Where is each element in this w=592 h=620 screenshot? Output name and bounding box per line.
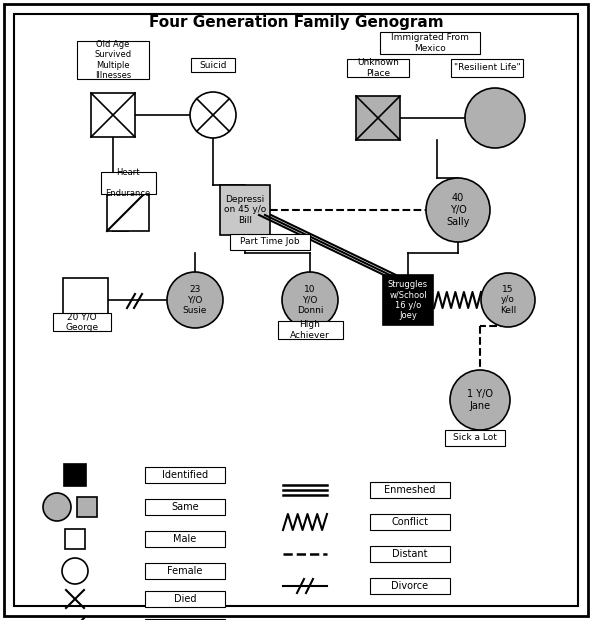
Bar <box>383 275 433 325</box>
Bar <box>370 546 450 562</box>
Circle shape <box>450 370 510 430</box>
Text: Same: Same <box>171 502 199 512</box>
Circle shape <box>465 88 525 148</box>
Bar <box>145 619 225 620</box>
Text: Four Generation Family Genogram: Four Generation Family Genogram <box>149 14 443 30</box>
Text: Divorce: Divorce <box>391 581 429 591</box>
Circle shape <box>190 92 236 138</box>
Bar <box>278 321 343 339</box>
Bar <box>77 41 149 79</box>
Text: Male: Male <box>173 534 197 544</box>
Bar <box>370 578 450 594</box>
Bar <box>64 464 86 486</box>
Text: Part Time Job: Part Time Job <box>240 237 300 247</box>
Text: Died: Died <box>173 594 197 604</box>
Text: Old Age
Survived
Multiple
Illnesses: Old Age Survived Multiple Illnesses <box>95 40 131 80</box>
Bar <box>230 234 310 250</box>
Text: Enmeshed: Enmeshed <box>384 485 436 495</box>
Bar <box>145 531 225 547</box>
Text: Female: Female <box>168 566 202 576</box>
Bar <box>107 189 149 231</box>
Bar <box>145 563 225 579</box>
Text: 23
Y/O
Susie: 23 Y/O Susie <box>183 285 207 315</box>
Bar <box>53 313 111 331</box>
Circle shape <box>426 178 490 242</box>
Circle shape <box>167 272 223 328</box>
Text: Sick a Lot: Sick a Lot <box>453 433 497 443</box>
Bar <box>445 430 505 446</box>
Text: 40
Y/O
Sally: 40 Y/O Sally <box>446 193 469 226</box>
Text: Heart

Endurance: Heart Endurance <box>105 168 150 198</box>
Text: Distant: Distant <box>392 549 428 559</box>
Text: Struggles
w/School
16 y/o
Joey: Struggles w/School 16 y/o Joey <box>388 280 428 320</box>
Bar <box>356 96 400 140</box>
Text: Depressi
on 45 y/o
Bill: Depressi on 45 y/o Bill <box>224 195 266 225</box>
Bar <box>451 59 523 77</box>
Text: 20 Y/O
George: 20 Y/O George <box>66 312 98 332</box>
Text: Suicid: Suicid <box>200 61 227 69</box>
Bar <box>77 497 97 517</box>
Text: "Resilient Life": "Resilient Life" <box>453 63 520 73</box>
Bar <box>145 499 225 515</box>
Bar <box>91 93 135 137</box>
Bar <box>145 467 225 483</box>
Text: High
Achiever: High Achiever <box>290 321 330 340</box>
Circle shape <box>282 272 338 328</box>
Bar <box>370 482 450 498</box>
Bar <box>63 278 108 322</box>
Circle shape <box>62 558 88 584</box>
Circle shape <box>481 273 535 327</box>
Text: 1 Y/O
Jane: 1 Y/O Jane <box>467 389 493 411</box>
Text: Identified: Identified <box>162 470 208 480</box>
Circle shape <box>43 493 71 521</box>
Text: 10
Y/O
Donni: 10 Y/O Donni <box>297 285 323 315</box>
Bar <box>191 58 235 72</box>
Bar <box>65 529 85 549</box>
Text: Immigrated From
Mexico: Immigrated From Mexico <box>391 33 469 53</box>
Bar <box>145 591 225 607</box>
Bar <box>347 59 409 77</box>
Text: Conflict: Conflict <box>391 517 429 527</box>
Bar <box>220 185 270 235</box>
Bar <box>370 514 450 530</box>
Bar <box>101 172 156 194</box>
Text: 15
y/o
Kell: 15 y/o Kell <box>500 285 516 315</box>
Text: Unknown
Place: Unknown Place <box>357 58 399 78</box>
Bar <box>380 32 480 54</box>
